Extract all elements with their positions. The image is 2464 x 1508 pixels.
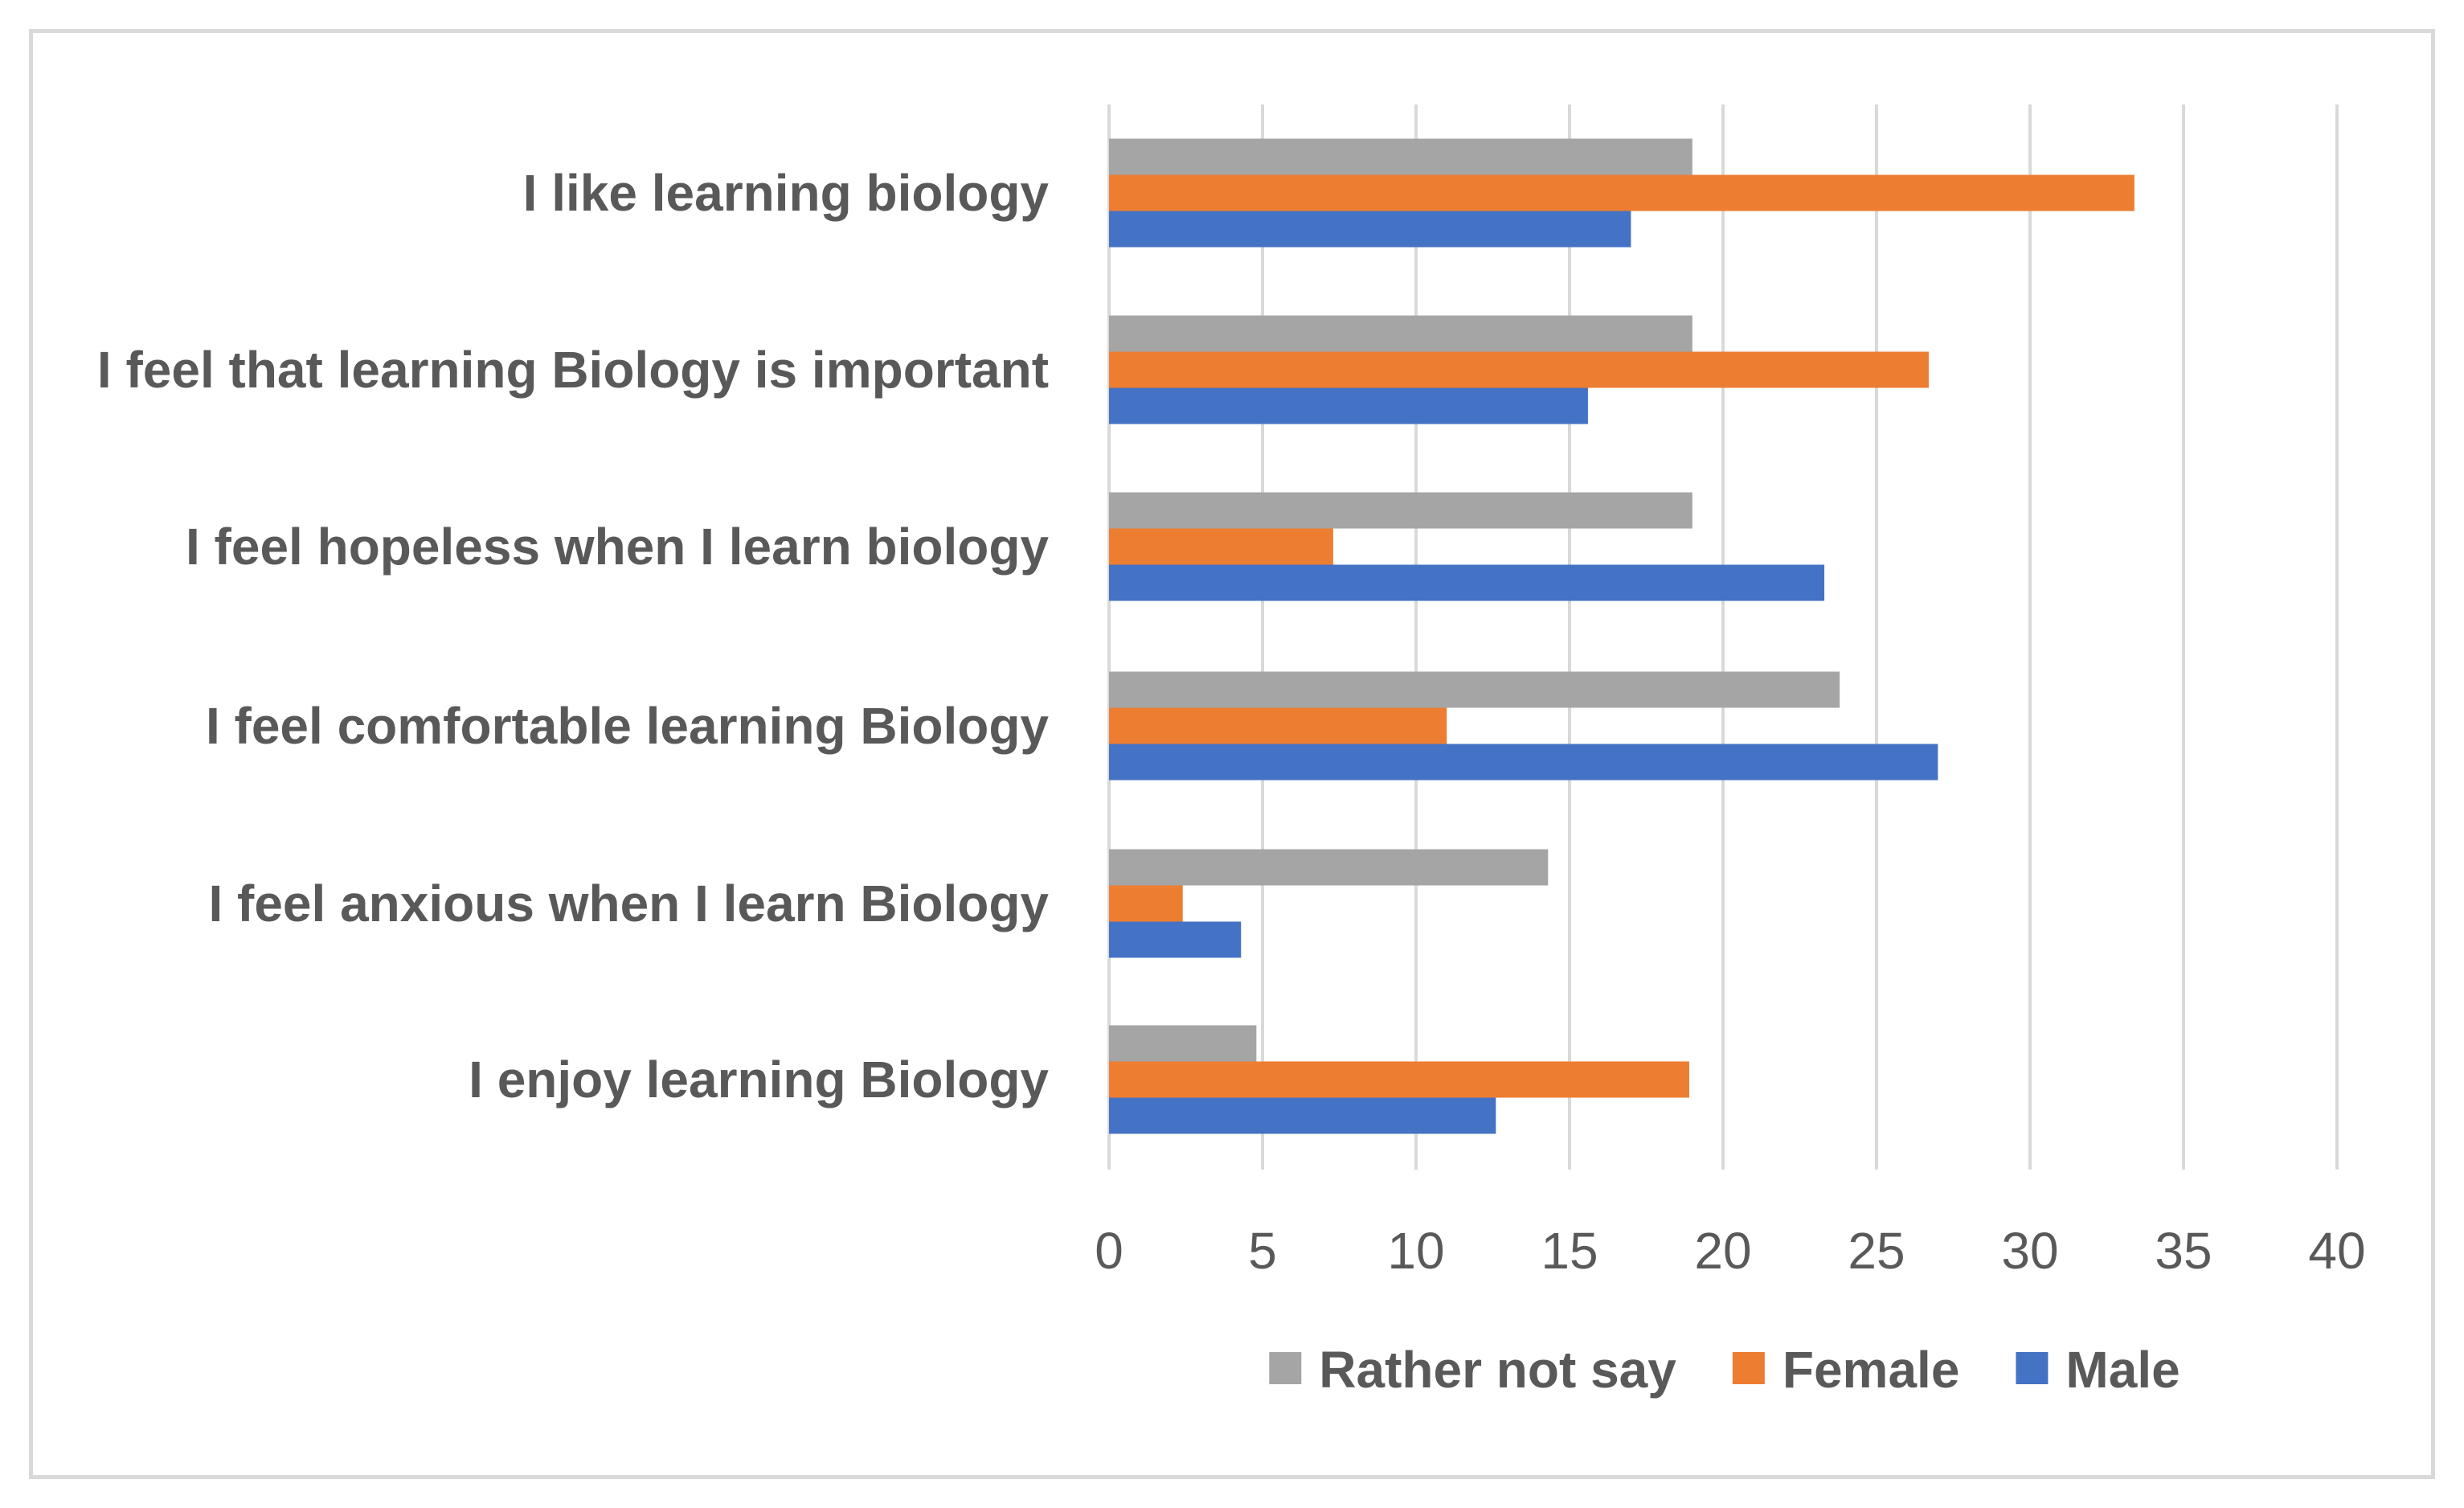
bar-rather-not-say-2 [1109,315,1692,352]
bar-rather-not-say-4 [1109,671,1840,708]
bars [1109,138,2135,1134]
legend: Rather not say Female Male [1269,1341,2180,1399]
x-axis-tick-labels: 0 5 10 15 20 25 30 35 40 [1095,1222,2365,1280]
bar-rather-not-say-1 [1109,138,1692,175]
x-tick-label: 40 [2308,1222,2365,1280]
legend-swatch [2016,1352,2049,1384]
gridlines [1107,104,2339,1170]
category-label: I feel comfortable learning Biology [206,697,1049,755]
legend-label: Male [2065,1341,2180,1399]
legend-label: Female [1783,1341,1960,1399]
x-tick-label: 5 [1248,1222,1277,1280]
bar-female-1 [1109,174,2135,211]
bar-female-6 [1109,1061,1689,1098]
x-tick-label: 25 [1848,1222,1905,1280]
legend-item: Female [1732,1341,1960,1399]
bar-male-4 [1109,744,1938,781]
x-tick-label: 30 [2001,1222,2058,1280]
legend-swatch [1732,1352,1765,1384]
category-label: I feel hopeless when I learn biology [186,518,1049,576]
legend-swatch [1269,1352,1302,1384]
bar-rather-not-say-3 [1109,492,1692,529]
bar-female-3 [1109,528,1333,565]
bar-male-2 [1109,387,1588,424]
bar-female-4 [1109,707,1447,744]
category-label: I like learning biology [523,164,1050,222]
legend-label: Rather not say [1319,1341,1676,1399]
x-tick-label: 0 [1095,1222,1124,1280]
legend-item: Rather not say [1269,1341,1676,1399]
x-tick-label: 10 [1387,1222,1444,1280]
bar-rather-not-say-6 [1109,1025,1257,1062]
category-label: I feel anxious when I learn Biology [208,875,1049,932]
bar-male-6 [1109,1097,1496,1134]
bar-male-1 [1109,211,1631,248]
bar-male-3 [1109,564,1825,601]
bar-female-5 [1109,885,1183,922]
x-tick-label: 35 [2155,1222,2212,1280]
x-tick-label: 15 [1541,1222,1598,1280]
category-labels: I like learning biology I feel that learn… [97,164,1050,1108]
bar-male-5 [1109,921,1242,958]
bar-rather-not-say-5 [1109,849,1549,886]
x-tick-label: 20 [1694,1222,1751,1280]
category-label: I feel that learning Biology is importan… [97,341,1049,399]
bar-female-2 [1109,351,1929,388]
legend-item: Male [2016,1341,2180,1399]
category-label: I enjoy learning Biology [469,1051,1049,1108]
